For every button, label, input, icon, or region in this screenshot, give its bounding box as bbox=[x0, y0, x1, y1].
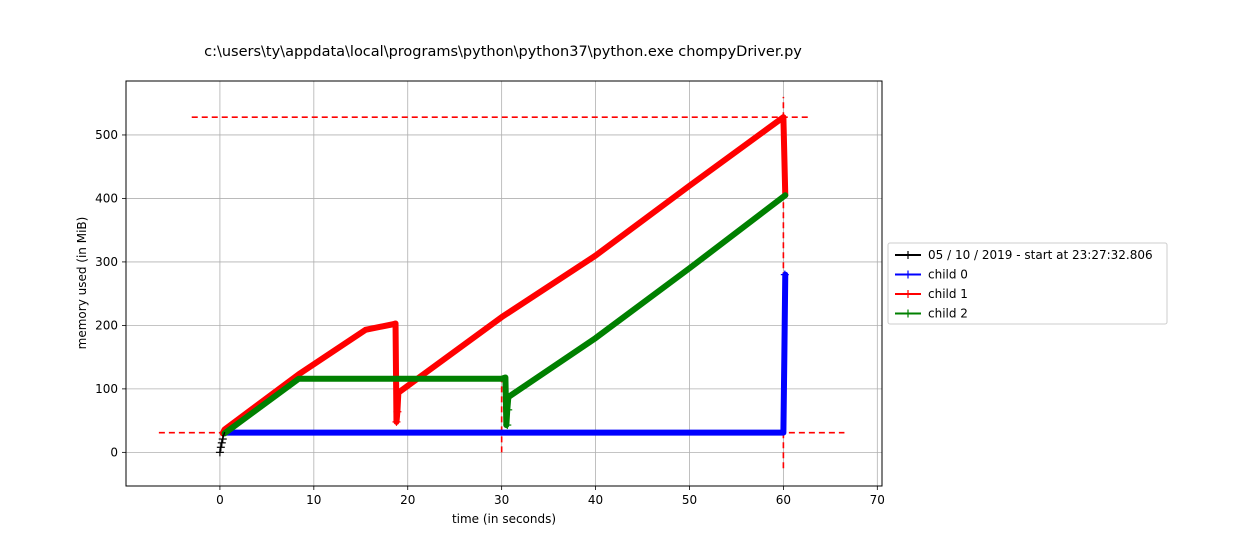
y-axis-ticks: 0 100 200 300 400 500 bbox=[95, 128, 126, 459]
marker-child-2 bbox=[503, 421, 512, 430]
legend: 05 / 10 / 2019 - start at 23:27:32.806 ch… bbox=[887, 242, 1168, 325]
x-tick-label: 0 bbox=[216, 493, 224, 507]
x-tick-label: 30 bbox=[494, 493, 509, 507]
legend-item-child-1: child 1 bbox=[895, 287, 968, 301]
marker-05-10-2019-start-at-23-27-32-806 bbox=[217, 438, 226, 447]
y-tick-label: 200 bbox=[95, 318, 118, 332]
y-tick-label: 0 bbox=[110, 445, 118, 459]
legend-item-05-10-2019-start-at-23-27-32-806: 05 / 10 / 2019 - start at 23:27:32.806 bbox=[895, 248, 1153, 262]
legend-label: child 1 bbox=[928, 287, 968, 301]
x-tick-label: 10 bbox=[306, 493, 321, 507]
chart-title: c:\users\ty\appdata\local\programs\pytho… bbox=[204, 44, 802, 60]
legend-label: child 0 bbox=[928, 268, 968, 282]
y-tick-label: 500 bbox=[95, 128, 118, 142]
y-tick-label: 100 bbox=[95, 382, 118, 396]
marker-child-2 bbox=[504, 405, 513, 414]
series-core-child-0 bbox=[224, 274, 787, 434]
x-tick-label: 60 bbox=[776, 493, 791, 507]
legend-item-child-2: child 2 bbox=[895, 307, 968, 321]
plot-data bbox=[158, 96, 845, 469]
series-core-child-1 bbox=[222, 115, 787, 434]
x-tick-label: 50 bbox=[682, 493, 697, 507]
x-tick-label: 20 bbox=[400, 493, 415, 507]
marker-child-1 bbox=[392, 417, 401, 426]
x-axis-ticks: 0 10 20 30 40 50 60 70 bbox=[216, 486, 885, 507]
legend-label: child 2 bbox=[928, 307, 968, 321]
marker-05-10-2019-start-at-23-27-32-806 bbox=[215, 448, 224, 457]
marker-05-10-2019-start-at-23-27-32-806 bbox=[218, 435, 227, 444]
y-axis-label: memory used (in MiB) bbox=[75, 217, 89, 350]
plot-frame bbox=[125, 80, 883, 487]
marker-child-0 bbox=[780, 270, 789, 279]
x-tick-label: 40 bbox=[588, 493, 603, 507]
y-tick-label: 400 bbox=[95, 191, 118, 205]
marker-05-10-2019-start-at-23-27-32-806 bbox=[216, 443, 225, 452]
x-axis-label: time (in seconds) bbox=[452, 512, 556, 526]
legend-label: 05 / 10 / 2019 - start at 23:27:32.806 bbox=[928, 248, 1153, 262]
series-core-child-2 bbox=[224, 194, 786, 434]
legend-item-child-0: child 0 bbox=[895, 268, 968, 282]
y-tick-label: 300 bbox=[95, 255, 118, 269]
marker-child-1 bbox=[393, 407, 402, 416]
legend-box bbox=[887, 242, 1168, 325]
x-tick-label: 70 bbox=[870, 493, 885, 507]
